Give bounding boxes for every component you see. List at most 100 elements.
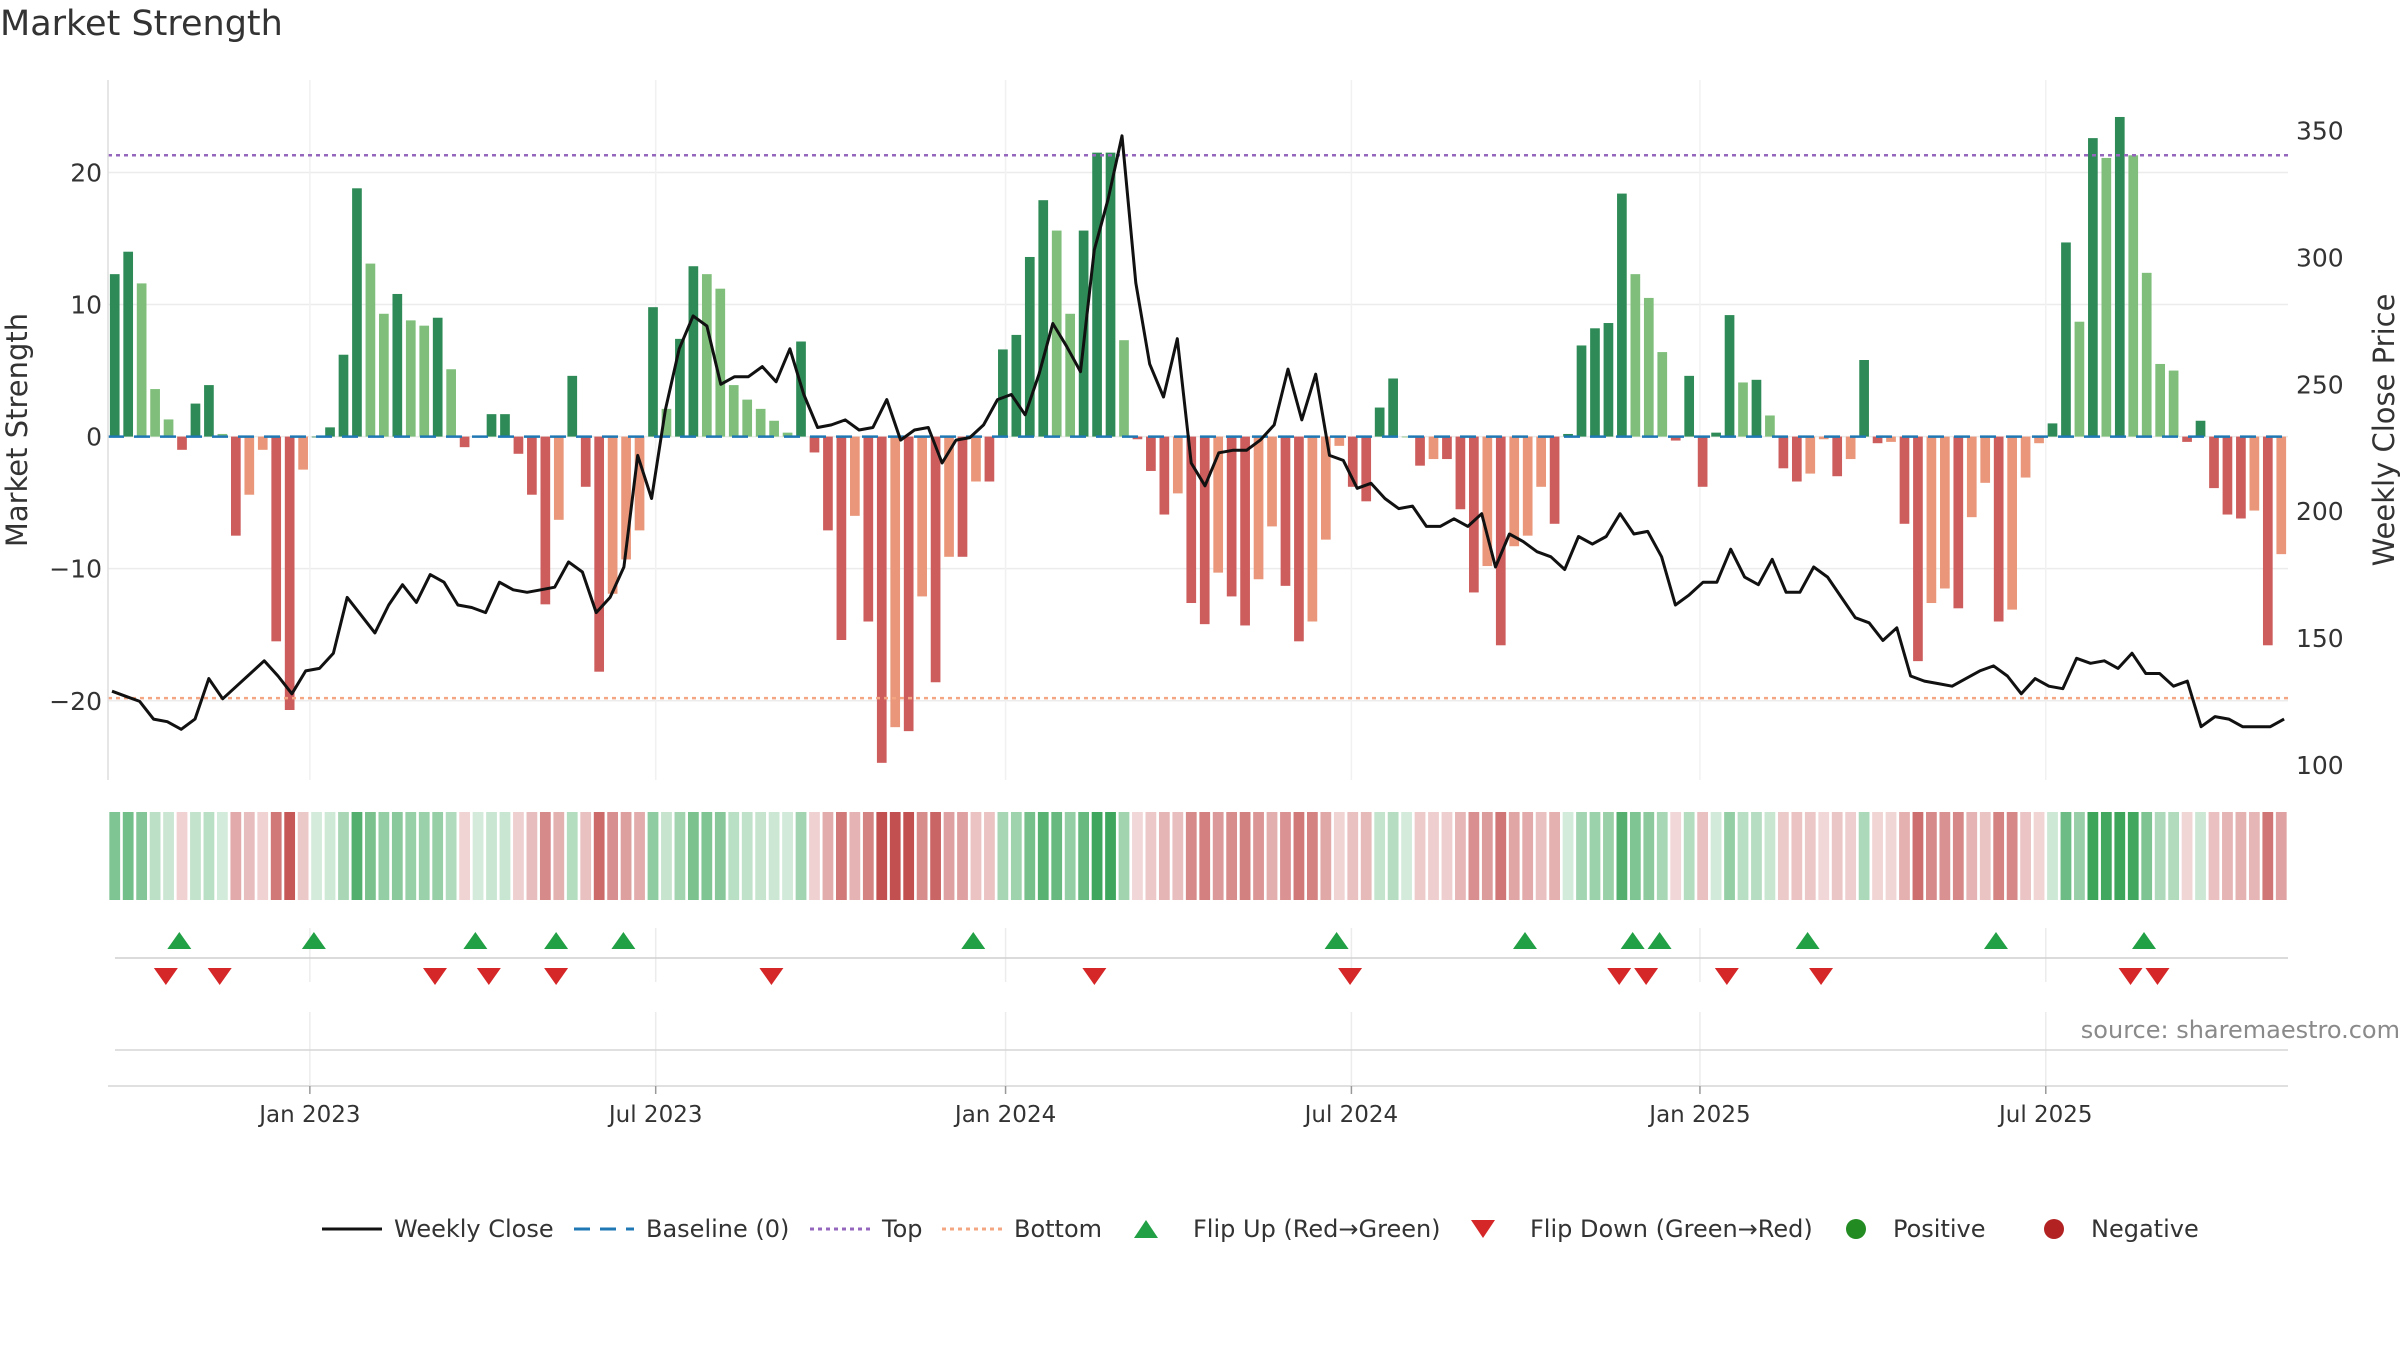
strength-bar xyxy=(365,263,376,437)
strength-bar xyxy=(217,433,228,437)
heat-cell xyxy=(957,812,968,900)
legend-flip-down[interactable]: Flip Down (Green→Red) xyxy=(1471,1215,1813,1243)
strength-bar xyxy=(513,436,524,454)
heat-cell xyxy=(755,812,767,900)
heat-cell xyxy=(405,812,417,900)
triangle-up-icon xyxy=(1134,1220,1158,1238)
legend-bottom[interactable]: Bottom xyxy=(942,1215,1102,1243)
heat-cell xyxy=(1374,812,1386,900)
heat-cell xyxy=(1010,812,1022,900)
strength-bar xyxy=(1186,436,1197,604)
x-tick-label: Jan 2023 xyxy=(257,1102,360,1128)
strength-bar xyxy=(1590,328,1600,437)
legend-flip-up[interactable]: Flip Up (Red→Green) xyxy=(1134,1215,1441,1243)
strength-bar xyxy=(1051,230,1062,437)
heat-cell xyxy=(2006,812,2018,900)
strength-bar xyxy=(1778,436,1789,469)
heat-cell xyxy=(122,812,134,900)
strength-bar xyxy=(1199,436,1210,625)
heat-cell xyxy=(687,812,699,900)
strength-bar xyxy=(338,354,349,437)
heat-cell xyxy=(1549,812,1560,900)
legend-weekly-close-label: Weekly Close xyxy=(394,1215,554,1243)
close-line-layer xyxy=(111,134,2285,731)
y2-tick-label: 300 xyxy=(2296,244,2344,273)
strength-bar xyxy=(1872,436,1883,444)
legend-weekly-close[interactable]: Weekly Close xyxy=(322,1215,554,1243)
heat-cell xyxy=(284,812,296,900)
strength-bar xyxy=(1226,436,1237,597)
strength-bar xyxy=(1724,315,1735,437)
heat-cell xyxy=(257,812,269,900)
strength-bar xyxy=(890,436,901,728)
positive-dot-icon xyxy=(1846,1219,1866,1239)
flip-up-marker xyxy=(1983,932,2008,949)
strength-bar xyxy=(648,307,658,437)
heat-cell xyxy=(1939,812,1951,900)
strength-bar xyxy=(1630,274,1641,437)
heat-cell xyxy=(943,812,955,900)
heat-cell xyxy=(1952,812,1964,900)
heat-cell xyxy=(324,812,336,900)
flip-down-marker xyxy=(1634,968,1659,985)
flip-down-marker xyxy=(1809,968,1834,985)
strength-bar xyxy=(1845,436,1856,460)
legend-baseline[interactable]: Baseline (0) xyxy=(574,1215,789,1243)
heat-cell xyxy=(1670,812,1682,900)
strength-bar xyxy=(1374,407,1385,437)
legend-negative[interactable]: Negative xyxy=(2044,1215,2199,1243)
strength-bar xyxy=(594,436,605,672)
heat-cell xyxy=(190,812,201,900)
heat-cell xyxy=(1387,812,1399,900)
heat-cell xyxy=(499,812,511,900)
heat-cell xyxy=(1239,812,1251,900)
heat-cell xyxy=(1616,812,1628,900)
heat-cell xyxy=(1831,812,1843,900)
flip-down-marker xyxy=(423,968,447,985)
heat-cell xyxy=(486,812,497,900)
strength-bar xyxy=(1307,436,1318,622)
strength-bar xyxy=(809,436,820,453)
legend-positive[interactable]: Positive xyxy=(1846,1215,1986,1243)
strength-bar xyxy=(728,385,739,437)
heat-cell xyxy=(1333,812,1345,900)
strength-bar xyxy=(1805,436,1816,474)
heat-cell xyxy=(176,812,188,900)
heat-cell xyxy=(1508,812,1520,900)
heat-cell xyxy=(1253,812,1264,900)
heat-cell xyxy=(889,812,901,900)
strength-bar xyxy=(2020,436,2031,478)
heat-cell xyxy=(2020,812,2031,900)
strength-bar xyxy=(1469,436,1479,593)
strength-bar xyxy=(1980,436,1991,483)
flip-up-marker xyxy=(1513,932,1537,949)
heat-cell xyxy=(580,812,592,900)
strength-bar xyxy=(755,408,766,437)
heat-cell xyxy=(1280,812,1291,900)
legend-top[interactable]: Top xyxy=(810,1215,923,1243)
legend-flip-down-label: Flip Down (Green→Red) xyxy=(1530,1215,1813,1243)
y-tick-label: −10 xyxy=(49,555,102,584)
flip-down-marker xyxy=(1082,968,1107,985)
heat-cell xyxy=(809,812,820,900)
heat-cell xyxy=(1078,812,1089,900)
strength-bar xyxy=(675,338,685,437)
strength-bar xyxy=(1617,193,1627,437)
heat-cell xyxy=(270,812,282,900)
heat-cell xyxy=(1185,812,1197,900)
heat-cell xyxy=(1899,812,1910,900)
y2-axis-title: Weekly Close Price xyxy=(2367,294,2400,567)
strength-bar xyxy=(1563,433,1573,437)
strength-bar xyxy=(1253,436,1264,580)
x-tick-label: Jul 2023 xyxy=(607,1102,703,1128)
heat-cell xyxy=(1441,812,1453,900)
heat-cell xyxy=(768,812,780,900)
heat-cell xyxy=(1037,812,1049,900)
heat-cell xyxy=(418,812,430,900)
strength-bar xyxy=(1940,436,1950,589)
strength-bar xyxy=(459,436,470,448)
strength-bar xyxy=(876,436,887,763)
strength-bar xyxy=(1643,297,1654,437)
strength-bar xyxy=(2047,423,2058,437)
strength-bar xyxy=(567,375,578,437)
